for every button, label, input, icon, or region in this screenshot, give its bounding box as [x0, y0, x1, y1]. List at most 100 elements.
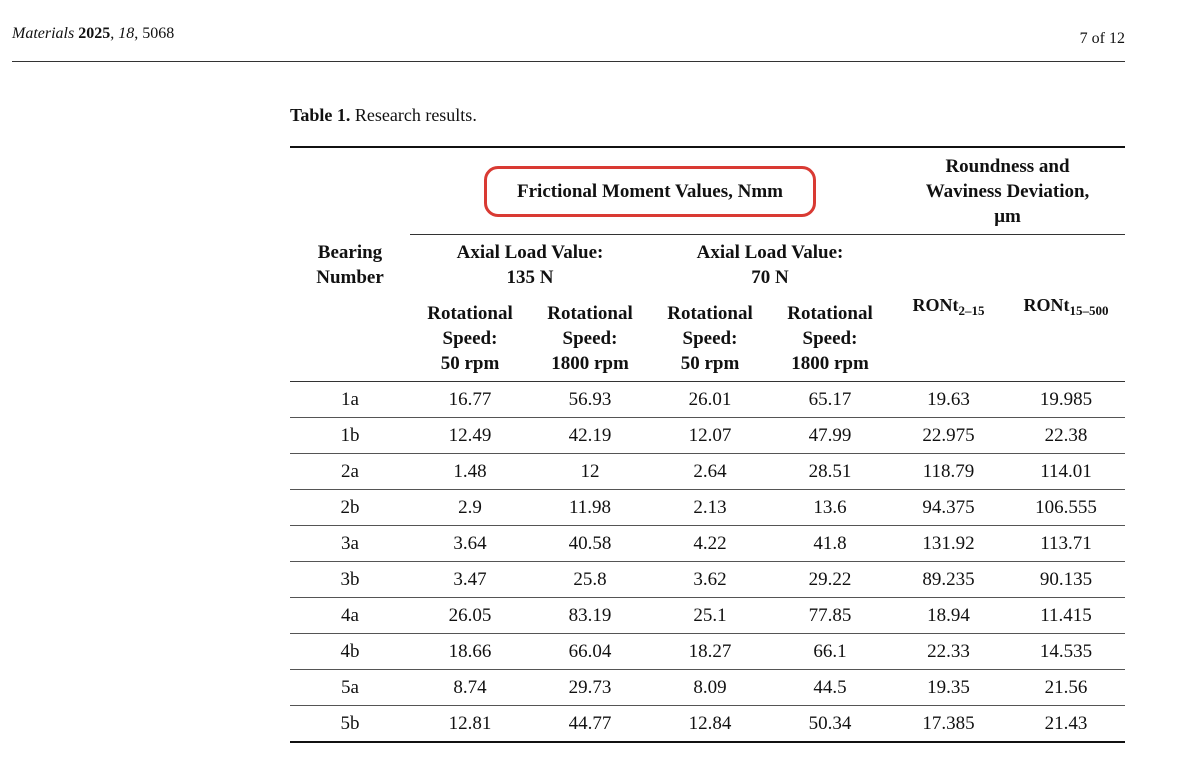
caption-label: Table 1. [290, 105, 351, 125]
value-cell: 4.22 [650, 525, 770, 562]
table-body: 1a 16.77 56.93 26.01 65.17 19.63 19.985 1b 12.49… [290, 381, 1125, 742]
value-cell: 26.05 [410, 597, 530, 634]
value-cell: 66.04 [530, 633, 650, 670]
value-cell: 18.27 [650, 633, 770, 670]
value-cell: 19.985 [1007, 381, 1125, 418]
bearing-id-cell: 3a [290, 525, 410, 562]
table-row: 4b 18.66 66.04 18.27 66.1 22.33 14.535 [290, 633, 1125, 670]
bearing-id-cell: 2b [290, 489, 410, 526]
value-cell: 17.385 [890, 705, 1007, 742]
speed-1800-header: Rotational Speed: 1800 rpm [770, 295, 890, 382]
value-cell: 50.34 [770, 705, 890, 742]
value-cell: 3.62 [650, 561, 770, 598]
value-cell: 12.07 [650, 417, 770, 454]
value-cell: 22.975 [890, 417, 1007, 454]
value-cell: 1.48 [410, 453, 530, 490]
table-caption: Table 1. Research results. [290, 105, 477, 126]
value-cell: 90.135 [1007, 561, 1125, 598]
journal-citation: Materials 2025, 18, 5068 [12, 25, 175, 42]
value-cell: 47.99 [770, 417, 890, 454]
value-cell: 3.47 [410, 561, 530, 598]
value-cell: 19.35 [890, 669, 1007, 706]
value-cell: 131.92 [890, 525, 1007, 562]
ront-15-500-header: RONt15–500 [1007, 234, 1125, 382]
speed-50-header: Rotational Speed: 50 rpm [410, 295, 530, 382]
article-number: , 5068 [134, 25, 175, 42]
caption-text: Research results. [354, 105, 477, 125]
value-cell: 83.19 [530, 597, 650, 634]
value-cell: 25.1 [650, 597, 770, 634]
value-cell: 21.43 [1007, 705, 1125, 742]
table-row: 2b 2.9 11.98 2.13 13.6 94.375 106.555 [290, 489, 1125, 526]
value-cell: 40.58 [530, 525, 650, 562]
journal-volume: 18 [118, 25, 135, 42]
bearing-number-header: Bearing Number [290, 147, 410, 382]
frictional-moment-group-header: Frictional Moment Values, Nmm [410, 147, 890, 235]
value-cell: 8.09 [650, 669, 770, 706]
speed-1800-header: Rotational Speed: 1800 rpm [530, 295, 650, 382]
frictional-moment-label: Frictional Moment Values, Nmm [517, 180, 783, 202]
value-cell: 16.77 [410, 381, 530, 418]
value-cell: 18.94 [890, 597, 1007, 634]
table-row: 2a 1.48 12 2.64 28.51 118.79 114.01 [290, 453, 1125, 490]
value-cell: 65.17 [770, 381, 890, 418]
journal-name: Materials [12, 25, 75, 42]
value-cell: 12.84 [650, 705, 770, 742]
value-cell: 18.66 [410, 633, 530, 670]
value-cell: 44.77 [530, 705, 650, 742]
table-row: 1a 16.77 56.93 26.01 65.17 19.63 19.985 [290, 381, 1125, 418]
results-table: Bearing Number Frictional Moment Values, … [290, 146, 1125, 743]
value-cell: 12.81 [410, 705, 530, 742]
axial-load-70-header: Axial Load Value: 70 N [696, 242, 844, 288]
bearing-id-cell: 5b [290, 705, 410, 742]
running-header: Materials 2025, 18, 5068 7 of 12 [12, 25, 1125, 62]
value-cell: 14.535 [1007, 633, 1125, 670]
roundness-group-header: Roundness and Waviness Deviation, μm [890, 147, 1125, 235]
highlight-annotation-box: Frictional Moment Values, Nmm [484, 165, 816, 217]
value-cell: 11.415 [1007, 597, 1125, 634]
value-cell: 28.51 [770, 453, 890, 490]
value-cell: 19.63 [890, 381, 1007, 418]
value-cell: 12.49 [410, 417, 530, 454]
value-cell: 25.8 [530, 561, 650, 598]
table-row: 5a 8.74 29.73 8.09 44.5 19.35 21.56 [290, 669, 1125, 706]
value-cell: 114.01 [1007, 453, 1125, 490]
table-row: 5b 12.81 44.77 12.84 50.34 17.385 21.43 [290, 705, 1125, 742]
value-cell: 8.74 [410, 669, 530, 706]
page-number: 7 of 12 [1079, 30, 1125, 47]
value-cell: 41.8 [770, 525, 890, 562]
value-cell: 113.71 [1007, 525, 1125, 562]
value-cell: 44.5 [770, 669, 890, 706]
journal-year: 2025 [78, 25, 111, 42]
value-cell: 89.235 [890, 561, 1007, 598]
value-cell: 2.9 [410, 489, 530, 526]
value-cell: 11.98 [530, 489, 650, 526]
bearing-id-cell: 5a [290, 669, 410, 706]
value-cell: 56.93 [530, 381, 650, 418]
table-row: 1b 12.49 42.19 12.07 47.99 22.975 22.38 [290, 417, 1125, 454]
table-row: 4a 26.05 83.19 25.1 77.85 18.94 11.415 [290, 597, 1125, 634]
bearing-id-cell: 4b [290, 633, 410, 670]
value-cell: 13.6 [770, 489, 890, 526]
value-cell: 29.73 [530, 669, 650, 706]
value-cell: 22.38 [1007, 417, 1125, 454]
value-cell: 106.555 [1007, 489, 1125, 526]
value-cell: 3.64 [410, 525, 530, 562]
bearing-id-cell: 3b [290, 561, 410, 598]
value-cell: 66.1 [770, 633, 890, 670]
value-cell: 21.56 [1007, 669, 1125, 706]
value-cell: 26.01 [650, 381, 770, 418]
table-row: 3a 3.64 40.58 4.22 41.8 131.92 113.71 [290, 525, 1125, 562]
value-cell: 2.64 [650, 453, 770, 490]
bearing-id-cell: 1a [290, 381, 410, 418]
value-cell: 22.33 [890, 633, 1007, 670]
value-cell: 118.79 [890, 453, 1007, 490]
ront-2-15-header: RONt2–15 [890, 234, 1007, 382]
value-cell: 42.19 [530, 417, 650, 454]
value-cell: 77.85 [770, 597, 890, 634]
value-cell: 29.22 [770, 561, 890, 598]
axial-load-135-header: Axial Load Value: 135 N [456, 242, 604, 288]
bearing-id-cell: 4a [290, 597, 410, 634]
speed-50-header: Rotational Speed: 50 rpm [650, 295, 770, 382]
bearing-id-cell: 1b [290, 417, 410, 454]
